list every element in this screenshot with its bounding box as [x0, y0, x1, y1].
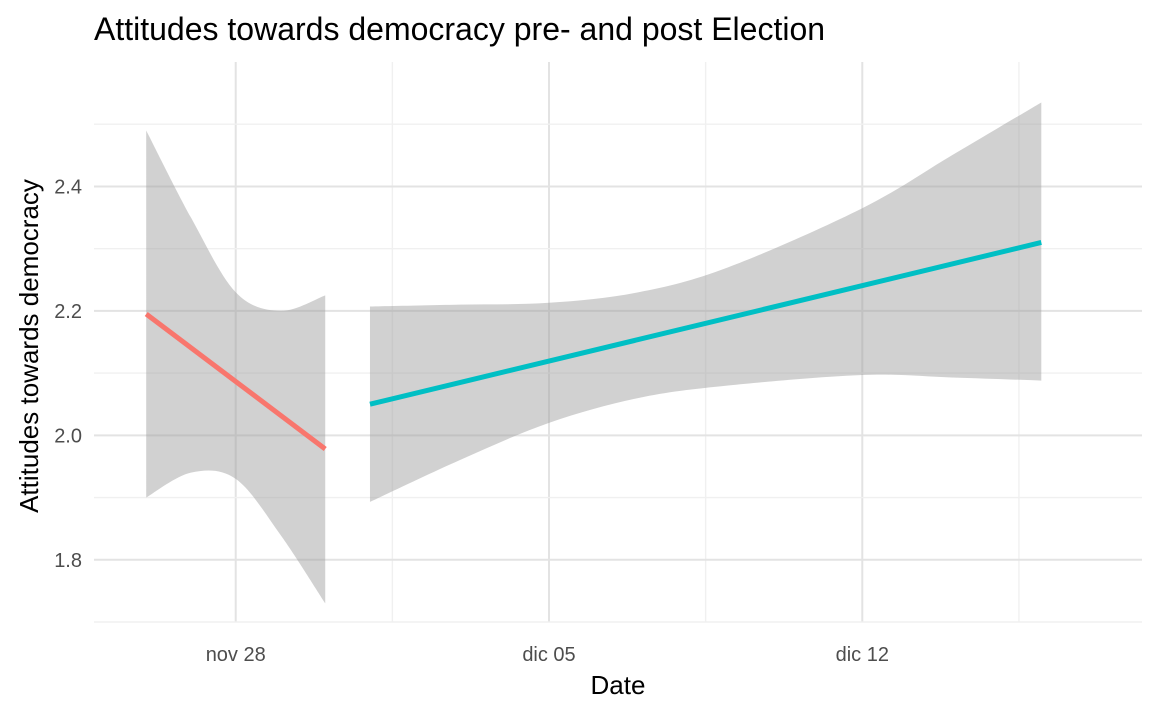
x-tick-label: dic 12: [836, 644, 889, 666]
y-tick-label: 2.2: [54, 301, 82, 323]
y-tick-label: 2.0: [54, 425, 82, 447]
series-lines: [144, 240, 1042, 452]
x-axis-title: Date: [591, 670, 646, 700]
y-tick-label: 1.8: [54, 550, 82, 572]
y-axis-title: Attitudes towards democracy: [14, 179, 44, 513]
y-tick-label: 2.4: [54, 176, 82, 198]
x-tick-label: nov 28: [206, 644, 266, 666]
y-tick-labels: 1.8 2.0 2.2 2.4: [54, 176, 82, 571]
confidence-band-1: [146, 130, 326, 604]
confidence-band-2: [369, 102, 1042, 502]
chart-title: Attitudes towards democracy pre- and pos…: [94, 11, 825, 47]
x-tick-label: dic 05: [522, 644, 575, 666]
x-tick-labels: nov 28 dic 05 dic 12: [206, 644, 889, 666]
grid: [94, 62, 1142, 623]
series-line-2: [369, 240, 1042, 407]
confidence-bands: [146, 102, 1042, 604]
series-line-1: [144, 312, 327, 452]
